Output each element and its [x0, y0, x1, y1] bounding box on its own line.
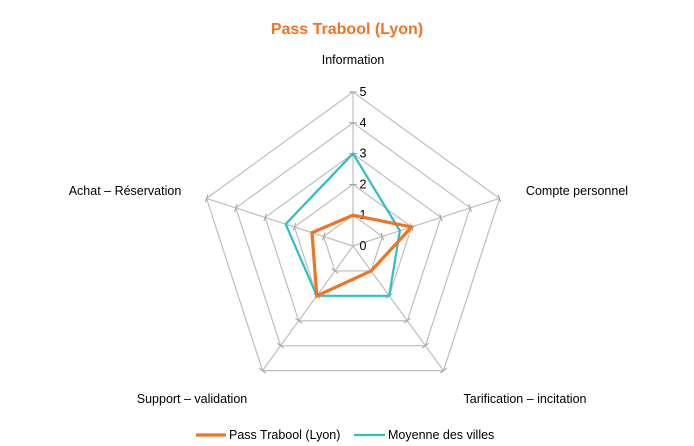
- axis-tick-mark: [292, 223, 297, 231]
- axis-tick-mark: [497, 194, 502, 203]
- axis-tick-mark: [234, 203, 238, 212]
- tick-label: 3: [360, 147, 367, 161]
- axis-tick-mark: [439, 367, 448, 374]
- legend: Pass Trabool (Lyon) Moyenne des villes: [196, 428, 494, 442]
- axis-label: Tarification – incitation: [464, 392, 587, 406]
- spoke-3: [261, 245, 354, 371]
- axis-label: Compte personnel: [526, 184, 628, 198]
- tick-label: 1: [360, 208, 367, 222]
- series-line-0: [310, 213, 415, 299]
- axis-tick-mark: [263, 213, 267, 222]
- legend-label: Pass Trabool (Lyon): [229, 428, 340, 442]
- tick-label: 2: [360, 177, 367, 191]
- axis-tick-mark: [258, 367, 267, 374]
- spoke-2: [352, 245, 445, 371]
- axis-tick-mark: [380, 232, 385, 241]
- axis-tick-mark: [403, 317, 411, 324]
- radial-tick-labels: 0 1 2 3 4 5: [360, 85, 367, 253]
- tick-label: 4: [360, 116, 367, 130]
- axis-tick-mark: [204, 194, 209, 203]
- axis-tick-mark: [331, 268, 339, 274]
- spoke-1: [352, 197, 500, 247]
- axis-tick-mark: [439, 213, 443, 222]
- axis-tick-mark: [468, 203, 472, 212]
- axis-label: Support – validation: [137, 392, 248, 406]
- tick-label: 0: [360, 239, 367, 253]
- axis-labels: Information Compte personnel Tarification …: [69, 53, 628, 406]
- axis-label: Information: [322, 53, 385, 67]
- chart-title: Pass Trabool (Lyon): [271, 21, 423, 38]
- radar-grid: [204, 91, 502, 374]
- axis-tick-mark: [295, 317, 303, 324]
- grid-ring-3: [264, 152, 442, 322]
- grid-ring-1: [323, 214, 383, 272]
- spoke-4: [206, 197, 354, 247]
- axis-tick-mark: [421, 342, 429, 349]
- grid-ring-4: [235, 122, 471, 347]
- data-series: [284, 151, 415, 299]
- tick-label: 5: [360, 85, 367, 99]
- axis-tick-mark: [321, 232, 326, 241]
- grid-ring-5: [205, 91, 501, 372]
- legend-label: Moyenne des villes: [388, 428, 494, 442]
- axis-tick-mark: [277, 342, 285, 349]
- axis-label: Achat – Réservation: [69, 184, 182, 198]
- series-line-1: [284, 151, 402, 297]
